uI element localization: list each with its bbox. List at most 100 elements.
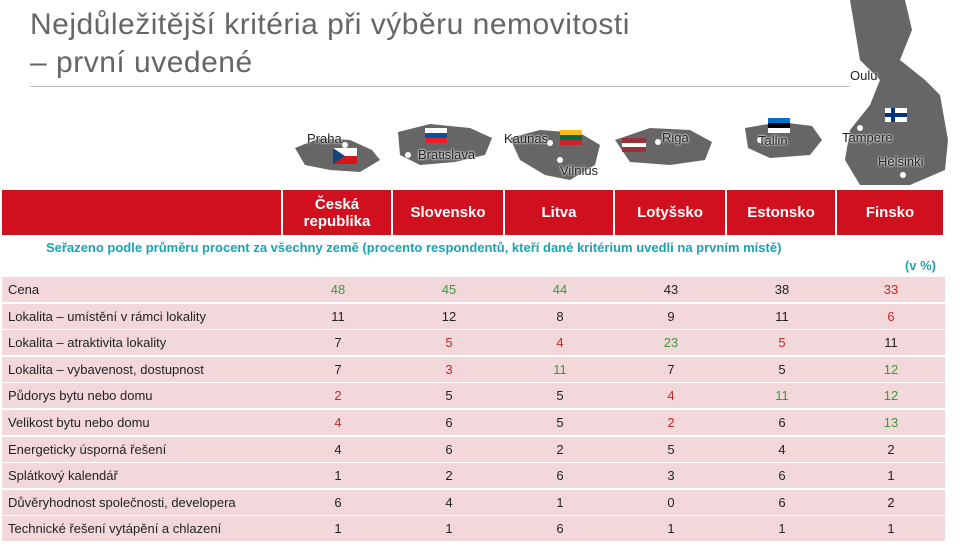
table-row: Důvěryhodnost společnosti, developera 6 4 1…: [2, 489, 945, 516]
cell-value: 1: [445, 521, 453, 537]
cell-value: 5: [556, 415, 564, 430]
divider: [30, 86, 850, 87]
table-row: Energeticky úsporná řešení 4 6 2 5 4 2: [2, 436, 945, 463]
cell-value: 43: [663, 282, 679, 297]
table-row: Lokalita – atraktivita lokality 7 5 4 23 5 11: [2, 330, 945, 357]
column-header: Slovensko: [393, 190, 505, 235]
cell-value: 1: [887, 468, 895, 484]
column-header: Lotyšsko: [615, 190, 727, 235]
row-label: Velikost bytu nebo domu: [8, 415, 150, 430]
row-label: Lokalita – vybavenost, dostupnost: [8, 361, 204, 377]
cell-value: 1: [887, 521, 895, 537]
cell-value: 6: [778, 415, 786, 430]
cell-value: 6: [445, 415, 453, 430]
cell-value: 1: [667, 521, 675, 537]
slovakia-map: [398, 124, 492, 165]
cell-value: 6: [887, 308, 895, 324]
cell-value: 8: [556, 308, 564, 324]
city-label: Helsinki: [878, 154, 924, 169]
column-header: Finsko: [837, 190, 945, 235]
cell-value: 6: [778, 468, 786, 484]
title-line: Nejdůležitější kritéria při výběru nemov…: [30, 8, 630, 41]
city-label: Oulu: [850, 68, 878, 83]
cell-value: 5: [778, 335, 786, 351]
row-label: Cena: [8, 282, 40, 297]
cell-value: 1: [334, 521, 342, 537]
cell-value: 5: [445, 335, 453, 351]
cell-value: 23: [663, 335, 679, 351]
table-row: Lokalita – umístění v rámci lokality 11 12…: [2, 303, 945, 330]
cell-value: 48: [330, 282, 346, 297]
cell-value: 4: [445, 494, 453, 510]
header-blank: [2, 190, 283, 235]
cell-value: 11: [884, 335, 898, 351]
cell-value: 3: [445, 361, 453, 377]
cell-value: 12: [441, 308, 457, 324]
table-row: Lokalita – vybavenost, dostupnost 7 3 11 7 5 1…: [2, 356, 945, 383]
cell-value: 6: [334, 494, 342, 510]
city-label: Vilnius: [560, 163, 599, 178]
cell-value: 5: [556, 388, 564, 404]
cell-value: 11: [331, 308, 345, 324]
cell-value: 2: [667, 415, 675, 430]
row-label: Technické řešení vytápění a chlazení: [8, 521, 222, 537]
row-label: Energeticky úsporná řešení: [8, 441, 167, 457]
table-row: Splátkový kalendář 1 2 6 3 6 1: [2, 463, 945, 490]
flags: [333, 108, 907, 164]
cell-value: 4: [667, 388, 675, 404]
cell-value: 7: [667, 361, 675, 377]
table-row: Půdorys bytu nebo domu 2 5 5 4 11 12: [2, 383, 945, 410]
city-label: Tallin: [758, 133, 788, 148]
cell-value: 44: [552, 282, 568, 297]
city-label: Riga: [662, 130, 689, 145]
cell-value: 7: [334, 361, 342, 377]
city-label: Kaunas: [504, 131, 549, 146]
cell-value: 6: [445, 441, 453, 457]
column-header: Estonsko: [727, 190, 837, 235]
cell-value: 6: [556, 521, 564, 537]
cell-value: 2: [445, 468, 453, 484]
table-row: Velikost bytu nebo domu 4 6 5 2 6 13: [2, 410, 945, 436]
cell-value: 3: [667, 468, 675, 484]
cell-value: 11: [775, 308, 789, 324]
cell-value: 38: [774, 282, 790, 297]
cell-value: 4: [556, 335, 564, 351]
cell-value: 33: [883, 282, 899, 297]
cell-value: 5: [445, 388, 453, 404]
cell-value: 1: [556, 494, 564, 510]
column-header: Litva: [505, 190, 615, 235]
city-dots: [342, 82, 906, 178]
row-label: Půdorys bytu nebo domu: [8, 388, 153, 404]
cell-value: 4: [334, 415, 342, 430]
cell-value: 12: [883, 388, 899, 404]
cell-value: 2: [887, 441, 895, 457]
cell-value: 4: [334, 441, 342, 457]
table-note: (v %): [904, 258, 936, 273]
cell-value: 0: [667, 494, 675, 510]
cell-value: 5: [778, 361, 786, 377]
cell-value: 45: [441, 282, 457, 297]
row-label: Důvěryhodnost společnosti, developera: [8, 494, 236, 510]
column-header: Česká republika: [283, 190, 393, 235]
cell-value: 11: [553, 361, 567, 377]
city-label: Tampere: [842, 130, 893, 145]
cell-value: 2: [887, 494, 895, 510]
estonia-map: [745, 122, 822, 158]
latvia-map: [615, 128, 712, 165]
finland-map: [845, 0, 948, 185]
city-label: Praha: [307, 131, 342, 146]
cell-value: 1: [334, 468, 342, 484]
row-label: Lokalita – atraktivita lokality: [8, 335, 167, 351]
maps: [295, 0, 948, 185]
cell-value: 1: [778, 521, 786, 537]
cell-value: 4: [778, 441, 786, 457]
cell-value: 2: [334, 388, 342, 404]
cell-value: 5: [667, 441, 675, 457]
row-label: Lokalita – umístění v rámci lokality: [8, 308, 206, 324]
cell-value: 6: [778, 494, 786, 510]
cell-value: 12: [883, 361, 899, 377]
table-note: Seřazeno podle průměru procent za všechn…: [46, 240, 782, 255]
city-label: Bratislava: [418, 147, 476, 162]
cell-value: 6: [556, 468, 564, 484]
